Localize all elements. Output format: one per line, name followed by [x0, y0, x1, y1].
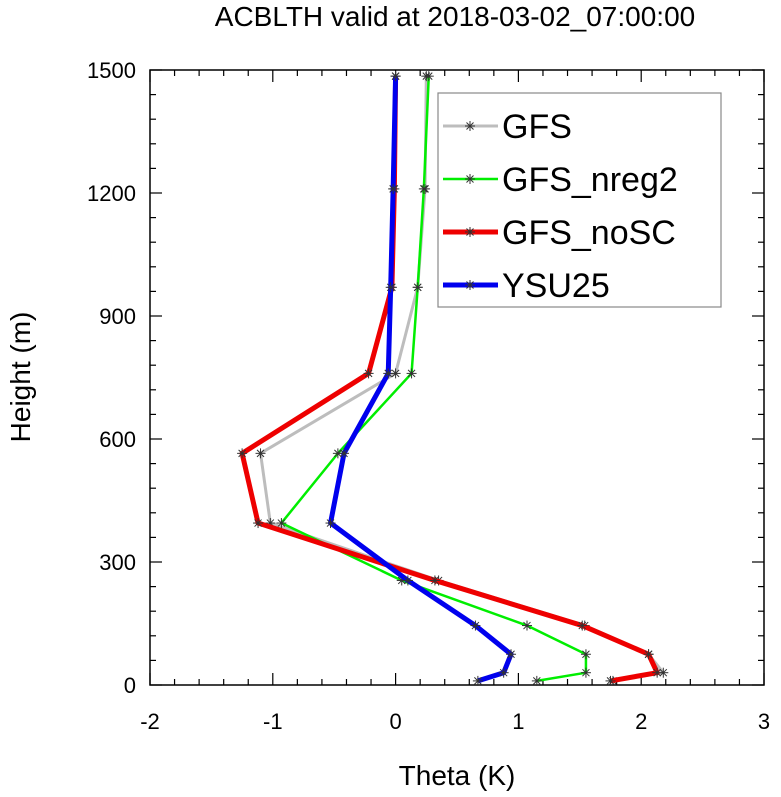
legend-marker — [465, 280, 475, 290]
data-point — [418, 183, 429, 194]
data-point — [237, 448, 248, 459]
legend-marker — [465, 227, 475, 237]
y-tick-label: 1200 — [87, 181, 136, 206]
data-point — [390, 368, 401, 379]
x-tick-label: 1 — [512, 709, 524, 734]
data-point — [332, 448, 343, 459]
y-tick-label: 300 — [99, 550, 136, 575]
data-point — [406, 368, 417, 379]
series-layer — [237, 71, 669, 686]
data-point — [388, 183, 399, 194]
data-point — [325, 518, 336, 529]
data-point — [580, 649, 591, 660]
data-point — [383, 368, 394, 379]
data-point — [506, 649, 517, 660]
legend: GFS GFS_nreg2 GFS_noSC YSU25 — [437, 92, 722, 308]
x-tick-label: -1 — [263, 709, 283, 734]
data-point — [498, 667, 509, 678]
legend-label: GFS — [502, 108, 572, 146]
y-tick-label: 0 — [124, 673, 136, 698]
data-point — [521, 620, 532, 631]
data-point — [643, 649, 654, 660]
y-tick-label: 1500 — [87, 58, 136, 83]
data-point — [276, 518, 287, 529]
data-point — [472, 675, 483, 686]
data-point — [253, 518, 264, 529]
legend-marker — [465, 174, 475, 184]
legend-label: GFS_nreg2 — [502, 161, 678, 199]
data-point — [429, 575, 440, 586]
data-point — [423, 71, 434, 82]
legend-label: GFS_noSC — [502, 214, 676, 252]
data-point — [390, 71, 401, 82]
x-tick-label: 0 — [389, 709, 401, 734]
legend-entry: GFS — [443, 108, 572, 146]
data-point — [577, 620, 588, 631]
data-point — [412, 282, 423, 293]
x-tick-label: 2 — [635, 709, 647, 734]
legend-box — [437, 92, 722, 308]
data-point — [652, 667, 663, 678]
legend-marker — [465, 121, 475, 131]
legend-label: YSU25 — [502, 267, 610, 305]
x-tick-label: -2 — [140, 709, 160, 734]
x-tick-label: 3 — [758, 709, 770, 734]
data-point — [605, 675, 616, 686]
series-ysu25 — [325, 71, 517, 686]
data-point — [255, 448, 266, 459]
y-axis-label: Height (m) — [5, 312, 36, 443]
data-point — [363, 368, 374, 379]
data-point — [531, 675, 542, 686]
y-tick-label: 900 — [99, 304, 136, 329]
plot-frame — [149, 69, 765, 686]
data-point — [385, 282, 396, 293]
data-point — [339, 448, 350, 459]
legend-entry: GFS_noSC — [443, 214, 676, 252]
series-gfs-nreg2 — [276, 71, 591, 686]
x-axis-label: Theta (K) — [399, 760, 516, 791]
chart-title: ACBLTH valid at 2018-03-02_07:00:00 — [215, 1, 695, 32]
legend-entry: GFS_nreg2 — [443, 161, 678, 199]
data-point — [580, 667, 591, 678]
legend-entry: YSU25 — [443, 267, 610, 305]
data-point — [470, 620, 481, 631]
y-tick-label: 600 — [99, 427, 136, 452]
data-point — [402, 575, 413, 586]
